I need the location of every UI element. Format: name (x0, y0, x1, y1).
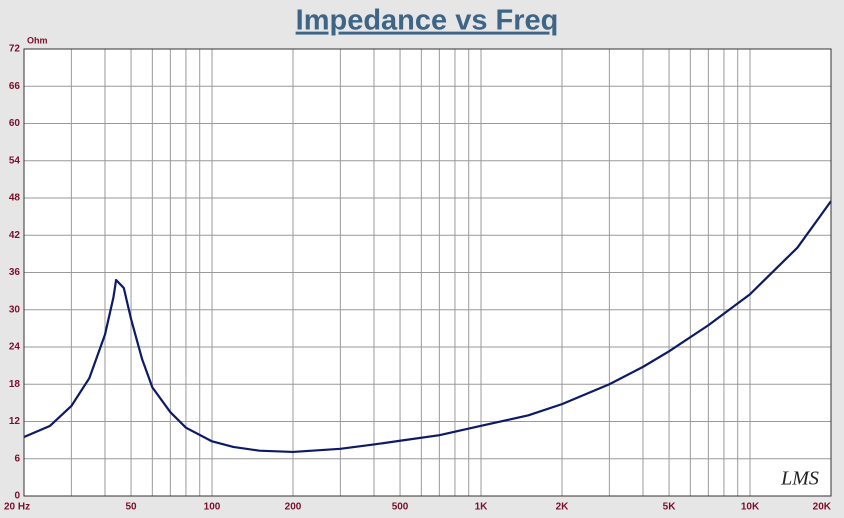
x-tick-label: 20K (813, 502, 832, 513)
x-tick-label: 1K (475, 502, 489, 513)
y-tick-label: 60 (9, 118, 21, 129)
y-tick-label: 42 (9, 230, 21, 241)
y-unit: Ohm (27, 35, 48, 45)
watermark: LMS (780, 468, 819, 490)
x-tick-label: 20 Hz (4, 502, 30, 513)
x-tick-label: 50 (125, 502, 137, 513)
y-tick-label: 72 (9, 44, 21, 55)
y-tick-label: 48 (9, 193, 21, 204)
chart-title: Impedance vs Freq (296, 5, 559, 37)
y-tick-label: 18 (9, 379, 21, 390)
y-tick-label: 0 (14, 491, 20, 502)
x-tick-label: 100 (204, 502, 221, 513)
x-tick-label: 500 (392, 502, 409, 513)
y-tick-label: 36 (9, 267, 21, 278)
y-tick-label: 24 (9, 342, 21, 353)
x-tick-label: 200 (285, 502, 302, 513)
plot-border (23, 48, 832, 497)
y-tick-label: 6 (14, 453, 20, 464)
data-line (23, 200, 832, 454)
y-tick-label: 30 (9, 304, 21, 315)
y-tick-label: 12 (9, 416, 21, 427)
y-tick-label: 66 (9, 81, 21, 92)
x-tick-label: 5K (663, 502, 677, 513)
x-tick-label: 10K (741, 502, 760, 513)
x-tick-label: 2K (556, 502, 570, 513)
y-tick-label: 54 (9, 155, 21, 166)
